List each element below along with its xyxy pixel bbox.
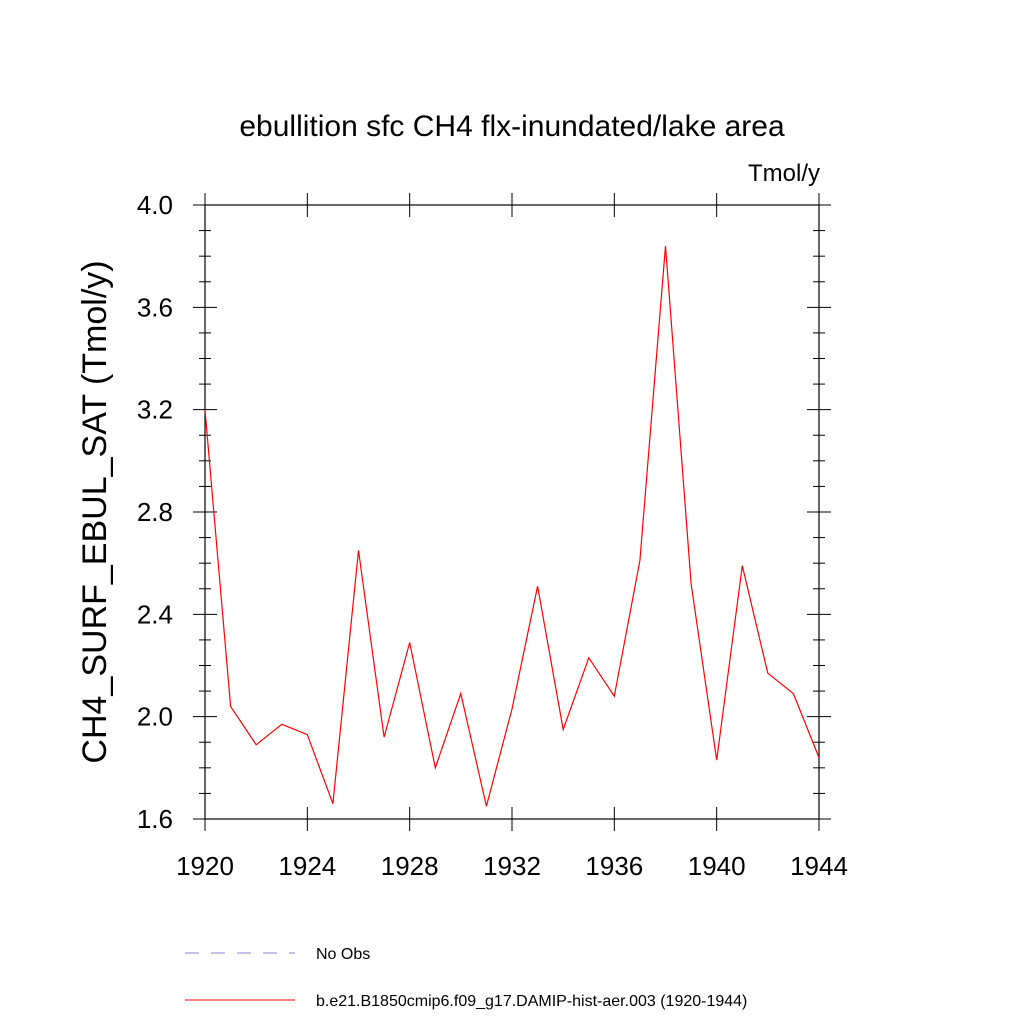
x-tick-label: 1932: [483, 851, 541, 881]
x-tick-label: 1928: [381, 851, 439, 881]
x-tick-label: 1944: [790, 851, 848, 881]
x-tick-label: 1924: [278, 851, 336, 881]
plot-frame: [204, 204, 820, 820]
x-axis: 1920 1924 1928 1932 1936 1940 1944: [176, 193, 848, 881]
units-label: Tmol/y: [748, 160, 820, 187]
series-line: [204, 245, 820, 807]
y-tick-label: 3.6: [137, 292, 173, 322]
legend-label: No Obs: [316, 946, 370, 963]
y-tick-label: 2.0: [137, 702, 173, 732]
x-tick-label: 1936: [585, 851, 643, 881]
x-tick-label: 1920: [176, 851, 234, 881]
y-tick-label: 3.2: [137, 395, 173, 425]
legend: No Obs b.e21.B1850cmip6.f09_g17.DAMIP-his…: [185, 946, 747, 1010]
y-tick-label: 2.4: [137, 599, 173, 629]
y-tick-label: 2.8: [137, 497, 173, 527]
x-tick-label: 1940: [688, 851, 746, 881]
chart-title: ebullition sfc CH4 flx-inundated/lake ar…: [239, 110, 785, 143]
y-tick-label: 1.6: [137, 804, 173, 834]
legend-label: b.e21.B1850cmip6.f09_g17.DAMIP-hist-aer.…: [316, 993, 747, 1010]
series-group: [204, 245, 820, 807]
y-tick-label: 4.0: [137, 190, 173, 220]
y-axis-label: CH4_SURF_EBUL_SAT (Tmol/y): [76, 260, 114, 763]
y-axis: 1.6 2.0 2.4 2.8 3.2 3.6 4.0: [137, 190, 831, 834]
